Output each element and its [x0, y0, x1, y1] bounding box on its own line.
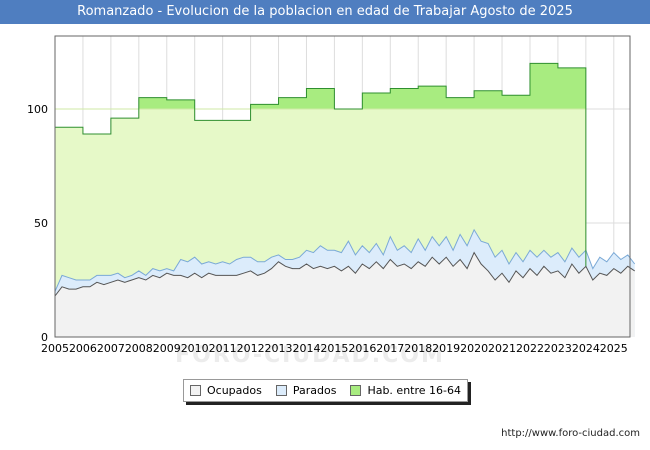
y-tick-label: 50 [34, 217, 48, 230]
x-tick-label: 2012 [237, 342, 265, 355]
parados-line [54, 228, 636, 292]
footer-url[interactable]: http://www.foro-ciudad.com [501, 428, 640, 439]
x-tick-label: 2024 [572, 342, 600, 355]
legend-label-parados: Parados [292, 384, 337, 397]
x-tick-label: 2011 [209, 342, 237, 355]
x-tick-label: 2019 [432, 342, 460, 355]
legend-item-parados: Parados [275, 384, 337, 397]
watermark-text: FORO-CIUDAD.COM [175, 343, 445, 368]
ocupados-line [54, 251, 635, 297]
legend-label-hab: Hab. entre 16-64 [367, 384, 461, 397]
legend-swatch-hab [350, 385, 362, 396]
x-tick-label: 2022 [516, 342, 544, 355]
x-tick-label: 2016 [348, 342, 376, 355]
chart-title: Romanzado - Evolucion de la poblacion en… [0, 0, 650, 24]
x-tick-label: 2006 [69, 342, 97, 355]
legend-label-ocupados: Ocupados [206, 384, 262, 397]
legend-swatch-ocupados [189, 385, 201, 396]
x-tick-label: 2017 [376, 342, 404, 355]
legend-item-ocupados: Ocupados [189, 384, 262, 397]
y-tick-label: 100 [27, 103, 48, 116]
x-tick-label: 2007 [97, 342, 125, 355]
legend-item-hab: Hab. entre 16-64 [350, 384, 461, 397]
x-tick-label: 2008 [125, 342, 153, 355]
x-tick-label: 2015 [320, 342, 348, 355]
x-tick-label: 2018 [404, 342, 432, 355]
hab-gain-area [138, 63, 586, 109]
x-tick-label: 2025 [600, 342, 628, 355]
legend: Ocupados Parados Hab. entre 16-64 [183, 379, 468, 402]
y-tick-label: 0 [41, 331, 48, 344]
hab-line [55, 62, 587, 267]
x-tick-label: 2013 [265, 342, 293, 355]
x-tick-label: 2014 [292, 342, 320, 355]
x-tick-label: 2021 [488, 342, 516, 355]
x-tick-label: 2010 [181, 342, 209, 355]
series-layer [54, 62, 636, 337]
plot-frame [54, 35, 631, 338]
x-tick-label: 2009 [153, 342, 181, 355]
x-tick-label: 2023 [544, 342, 572, 355]
axes: 2005 2006 2007 2008 2009 2010 2011 2012 2013 2014… [27, 103, 628, 355]
x-tick-label: 2005 [41, 342, 69, 355]
legend-swatch-parados [275, 385, 287, 396]
x-tick-label: 2020 [460, 342, 488, 355]
